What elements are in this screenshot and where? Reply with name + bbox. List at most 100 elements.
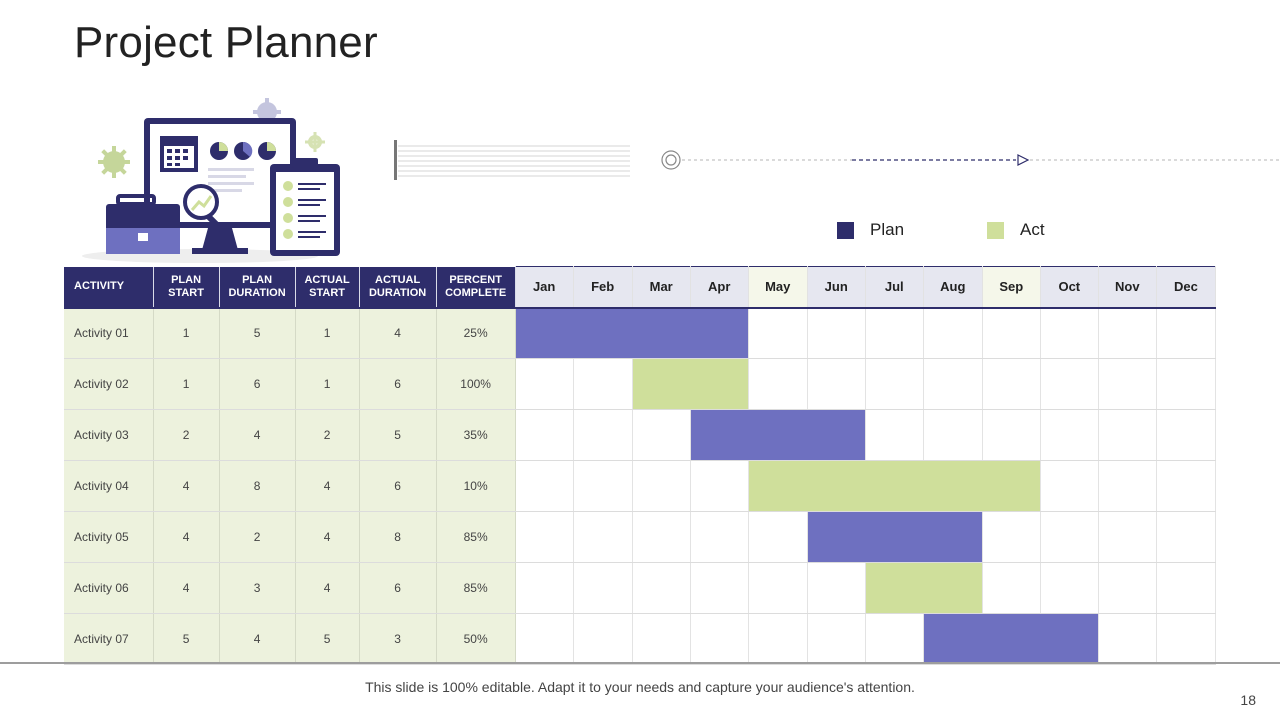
timeline-cell: [982, 358, 1041, 410]
decorative-timeline: [661, 150, 1280, 170]
timeline-cell: [1098, 511, 1157, 563]
column-header: ACTUAL DURATION: [359, 266, 437, 308]
actual-duration-cell: 6: [359, 460, 437, 512]
gear-icon: [253, 98, 281, 126]
timeline-cell: [748, 562, 808, 614]
timeline-cell: [632, 613, 691, 665]
act-bar-segment: [865, 562, 924, 614]
timeline-cell: [1040, 409, 1099, 461]
plan-start-cell: 1: [153, 358, 220, 410]
month-header: Feb: [573, 266, 633, 308]
plan-duration-cell: 2: [219, 511, 296, 563]
plan-bar-segment: [865, 511, 924, 563]
project-planning-illustration: [82, 98, 340, 263]
plan-bar-segment: [573, 307, 633, 359]
act-bar-segment: [982, 460, 1041, 512]
column-header-line2: COMPLETE: [445, 286, 507, 299]
timeline-cell: [982, 562, 1041, 614]
actual-start-cell: 1: [295, 358, 360, 410]
plan-start-cell: 4: [153, 511, 220, 563]
column-header-line2: START: [309, 286, 346, 299]
timeline-cell: [748, 613, 808, 665]
actual-start-cell: 2: [295, 409, 360, 461]
month-header: May: [748, 266, 808, 308]
timeline-cell: [1156, 307, 1217, 359]
actual-start-cell: 5: [295, 613, 360, 665]
magnifier-icon: [183, 184, 224, 232]
gear-icon: [305, 132, 325, 152]
column-header-line1: PLAN: [171, 273, 202, 286]
legend-plan-swatch: [837, 221, 854, 239]
plan-start-cell: 5: [153, 613, 220, 665]
timeline-cell: [1040, 511, 1099, 563]
timeline-cell: [1098, 307, 1157, 359]
table-row: Activity 05 4 2 4 8 85%: [64, 511, 1217, 563]
gantt-table-container: ACTIVITY PLAN START PLAN DURATION ACTUAL START…: [64, 266, 1217, 665]
gear-icon: [98, 146, 130, 178]
act-bar-segment: [923, 562, 983, 614]
timeline-cell: [515, 358, 574, 410]
timeline-cell: [1156, 358, 1217, 410]
month-header: Sep: [982, 266, 1041, 308]
table-header-row: ACTIVITY PLAN START PLAN DURATION ACTUAL START…: [64, 266, 1217, 308]
timeline-cell: [573, 358, 633, 410]
month-header: Aug: [923, 266, 983, 308]
month-header: Oct: [1040, 266, 1099, 308]
decorative-lines: [394, 140, 630, 180]
timeline-cell: [1098, 460, 1157, 512]
footer-divider: [0, 662, 1280, 664]
slide-title: Project Planner: [74, 18, 378, 67]
pie-chart-icon: [210, 141, 276, 160]
act-bar-segment: [865, 460, 924, 512]
timeline-cell: [1156, 511, 1217, 563]
month-header: Apr: [690, 266, 749, 308]
month-header: Mar: [632, 266, 691, 308]
timeline-cell: [982, 511, 1041, 563]
activity-name-cell: Activity 07: [64, 613, 154, 665]
plan-bar-segment: [807, 409, 866, 461]
timeline-cell: [515, 409, 574, 461]
timeline-cell: [1098, 562, 1157, 614]
month-header: Jul: [865, 266, 924, 308]
timeline-cell: [1156, 460, 1217, 512]
legend-act-label: Act: [1020, 220, 1045, 239]
timeline-cell: [573, 511, 633, 563]
plan-duration-cell: 4: [219, 409, 296, 461]
legend-act-swatch: [987, 221, 1004, 239]
plan-start-cell: 1: [153, 307, 220, 359]
plan-bar-segment: [982, 613, 1041, 665]
timeline-cell: [923, 358, 983, 410]
timeline-cell: [865, 358, 924, 410]
footer-note: This slide is 100% editable. Adapt it to…: [365, 679, 915, 695]
timeline-cell: [807, 358, 866, 410]
timeline-cell: [1156, 409, 1217, 461]
plan-bar-segment: [632, 307, 691, 359]
percent-complete-cell: 25%: [436, 307, 516, 359]
table-row: Activity 06 4 3 4 6 85%: [64, 562, 1217, 614]
plan-start-cell: 4: [153, 562, 220, 614]
timeline-cell: [1098, 358, 1157, 410]
activity-name-cell: Activity 02: [64, 358, 154, 410]
timeline-cell: [573, 409, 633, 461]
column-header: PLAN DURATION: [219, 266, 296, 308]
timeline-cell: [982, 409, 1041, 461]
column-header-line1: ACTUAL: [304, 273, 350, 286]
timeline-cell: [515, 613, 574, 665]
act-bar-segment: [632, 358, 691, 410]
column-header: ACTUAL START: [295, 266, 360, 308]
plan-bar-segment: [690, 307, 749, 359]
table-row: Activity 03 2 4 2 5 35%: [64, 409, 1217, 461]
plan-bar-segment: [923, 511, 983, 563]
timeline-cell: [632, 511, 691, 563]
percent-complete-cell: 100%: [436, 358, 516, 410]
plan-bar-segment: [515, 307, 574, 359]
column-header: PLAN START: [153, 266, 220, 308]
timeline-cell: [573, 460, 633, 512]
actual-start-cell: 1: [295, 307, 360, 359]
act-bar-segment: [748, 460, 808, 512]
plan-duration-cell: 8: [219, 460, 296, 512]
actual-start-cell: 4: [295, 460, 360, 512]
plan-duration-cell: 4: [219, 613, 296, 665]
timeline-cell: [807, 307, 866, 359]
timeline-cell: [690, 460, 749, 512]
